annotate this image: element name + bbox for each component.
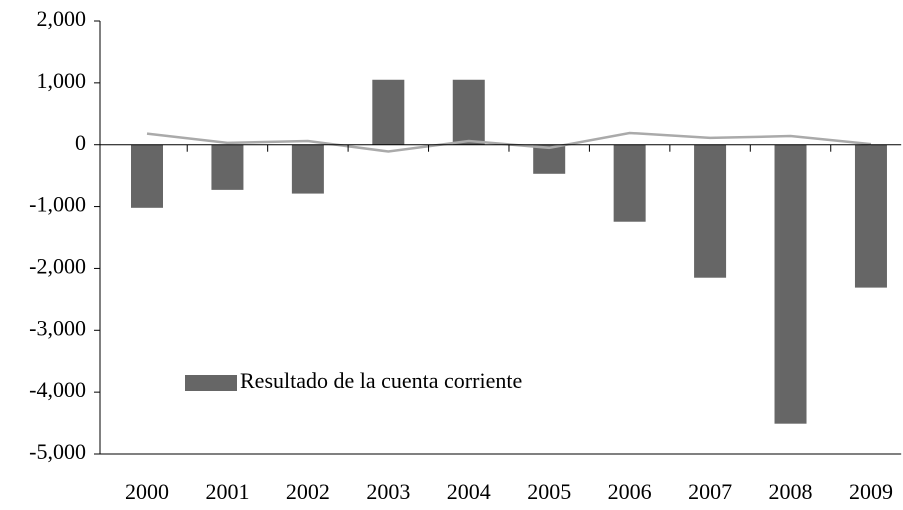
bar (452, 79, 485, 145)
x-tick-label: 2005 (527, 479, 571, 504)
y-tick-label: 2,000 (37, 6, 87, 31)
y-tick-label: 1,000 (37, 68, 87, 93)
x-tick-label: 2000 (125, 479, 169, 504)
x-tick-label: 2004 (447, 479, 491, 504)
bar (694, 144, 727, 278)
bar (613, 144, 646, 222)
bar (211, 144, 244, 190)
x-tick-label: 2006 (608, 479, 652, 504)
x-tick-label: 2007 (688, 479, 732, 504)
y-tick-label: -5,000 (29, 439, 86, 464)
x-tick-label: 2003 (366, 479, 410, 504)
y-tick-label: -4,000 (29, 377, 86, 402)
bar (854, 144, 887, 288)
y-tick-label: 0 (75, 130, 86, 155)
bar (774, 144, 807, 424)
x-tick-label: 2001 (205, 479, 249, 504)
legend-label: Resultado de la cuenta corriente (240, 368, 522, 393)
bar (291, 144, 324, 194)
y-tick-label: -3,000 (29, 315, 86, 340)
x-tick-label: 2009 (849, 479, 893, 504)
bar (533, 144, 566, 174)
x-tick-label: 2002 (286, 479, 330, 504)
y-tick-label: -2,000 (29, 253, 86, 278)
bar (131, 144, 163, 208)
bar (372, 79, 405, 145)
legend-swatch (185, 375, 237, 391)
y-tick-label: -1,000 (29, 192, 86, 217)
x-tick-label: 2008 (769, 479, 813, 504)
